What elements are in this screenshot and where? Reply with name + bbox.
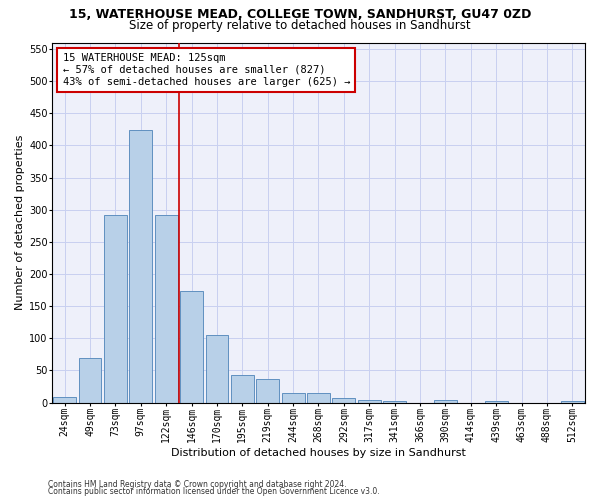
Bar bbox=[332, 398, 355, 402]
Bar bbox=[281, 393, 305, 402]
Bar bbox=[155, 216, 178, 402]
Bar bbox=[206, 335, 229, 402]
Bar bbox=[53, 398, 76, 402]
Text: Size of property relative to detached houses in Sandhurst: Size of property relative to detached ho… bbox=[129, 19, 471, 32]
Bar bbox=[130, 130, 152, 402]
X-axis label: Distribution of detached houses by size in Sandhurst: Distribution of detached houses by size … bbox=[171, 448, 466, 458]
Bar bbox=[231, 375, 254, 402]
Text: 15, WATERHOUSE MEAD, COLLEGE TOWN, SANDHURST, GU47 0ZD: 15, WATERHOUSE MEAD, COLLEGE TOWN, SANDH… bbox=[69, 8, 531, 20]
Bar bbox=[561, 401, 584, 402]
Bar bbox=[383, 401, 406, 402]
Text: 15 WATERHOUSE MEAD: 125sqm
← 57% of detached houses are smaller (827)
43% of sem: 15 WATERHOUSE MEAD: 125sqm ← 57% of deta… bbox=[62, 54, 350, 86]
Bar bbox=[485, 401, 508, 402]
Bar bbox=[104, 216, 127, 402]
Y-axis label: Number of detached properties: Number of detached properties bbox=[15, 135, 25, 310]
Bar bbox=[307, 393, 330, 402]
Text: Contains HM Land Registry data © Crown copyright and database right 2024.: Contains HM Land Registry data © Crown c… bbox=[48, 480, 347, 489]
Bar bbox=[79, 358, 101, 403]
Bar bbox=[434, 400, 457, 402]
Bar bbox=[180, 290, 203, 403]
Bar bbox=[358, 400, 380, 402]
Bar bbox=[256, 378, 279, 402]
Text: Contains public sector information licensed under the Open Government Licence v3: Contains public sector information licen… bbox=[48, 487, 380, 496]
